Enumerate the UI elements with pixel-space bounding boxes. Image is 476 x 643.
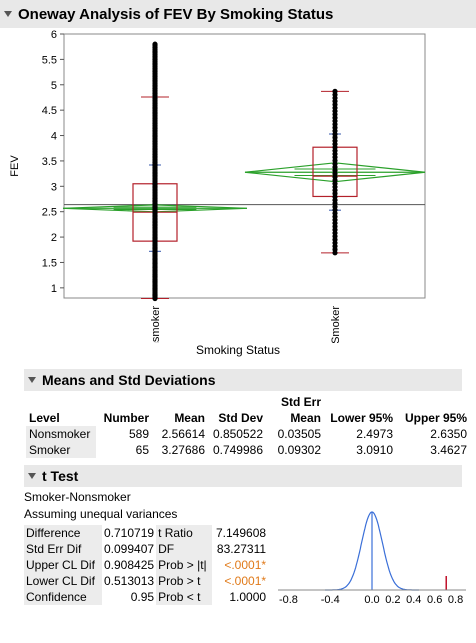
y-tick-label: 6: [51, 29, 57, 41]
y-tick-label: 1.5: [42, 257, 57, 269]
table-row: Upper CL Dif 0.908425 Prob > |t| <.0001*: [24, 557, 268, 573]
ttest-stat-value: <.0001*: [224, 574, 267, 588]
std-dev-cell: 0.850522: [212, 427, 263, 441]
y-tick-label: 2: [51, 232, 57, 244]
col-header-number: Number: [103, 411, 149, 425]
table-row: Confidence 0.95 Prob < t 1.0000: [24, 589, 268, 605]
number-cell: 589: [128, 427, 149, 441]
ttest-stat-value: 7.149608: [216, 526, 267, 540]
level-cell: Smoker: [26, 442, 96, 458]
col-header-upper-95: Upper 95%: [404, 411, 467, 425]
std-dev-cell: 0.749986: [212, 443, 263, 457]
ttest-value: 0.710719: [104, 526, 155, 540]
data-point: [332, 88, 338, 94]
col-header-mean: Mean: [174, 411, 205, 425]
upper-95-cell: 3.4627: [430, 443, 467, 457]
ttest-label: Difference: [24, 525, 102, 541]
lower-95-cell: 3.0910: [356, 443, 393, 457]
axis-tick-label: 0.0: [364, 594, 379, 606]
table-row: Lower CL Dif 0.513013 Prob > t <.0001*: [24, 573, 268, 589]
ttest-label: Std Err Dif: [24, 541, 102, 557]
ttest-value: 0.95: [130, 590, 155, 604]
axis-tick-label: 0.4: [406, 594, 421, 606]
axis-tick-label: -0.4: [321, 594, 340, 606]
axis-tick-label: 0.2: [385, 594, 400, 606]
y-tick-label: 2.5: [42, 207, 57, 219]
table-row: Nonsmoker 589 2.56614 0.850522 0.03505 2…: [26, 426, 470, 442]
axis-tick-label: -0.8: [279, 594, 298, 606]
oneway-plot: 1 1.5 2 2.5 3 3.5 4 4.5 5 5.5 6 FEV Nonsmoker Smoker: [9, 29, 426, 343]
ttest-table: Difference 0.710719 t Ratio 7.149608 Std…: [24, 525, 268, 605]
x-tick-label: Smoker: [330, 306, 342, 343]
ttest-label: Upper CL Dif: [24, 557, 102, 573]
col-header-top: Std Err: [280, 395, 321, 409]
lower-95-cell: 2.4973: [356, 427, 393, 441]
table-row: Std Err Dif 0.099407 DF 83.27311: [24, 541, 268, 557]
col-header-std-dev: Std Dev: [218, 411, 263, 425]
level-cell: Nonsmoker: [26, 426, 96, 442]
y-tick-label: 1: [51, 283, 57, 295]
std-err-cell: 0.09302: [277, 443, 321, 457]
ttest-stat-label: Prob > |t|: [156, 557, 213, 573]
disclosure-triangle-icon[interactable]: [28, 376, 36, 384]
number-cell: 65: [135, 443, 149, 457]
y-tick-label: 4: [51, 131, 57, 143]
ttest-section-title: t Test: [42, 468, 79, 484]
means-section-header[interactable]: Means and Std Deviations: [24, 369, 462, 391]
data-point: [152, 41, 158, 47]
disclosure-triangle-icon[interactable]: [4, 10, 12, 18]
table-row: Difference 0.710719 t Ratio 7.149608: [24, 525, 268, 541]
report-title: Oneway Analysis of FEV By Smoking Status: [18, 5, 334, 23]
col-header-level: Level: [29, 411, 60, 425]
std-err-cell: 0.03505: [277, 427, 321, 441]
ttest-stat-value: 1.0000: [229, 590, 267, 604]
axis-tick-label: 0.6: [427, 594, 442, 606]
t-distribution-plot: -0.8 -0.4 0.0 0.2 0.4 0.6 0.8: [278, 511, 466, 606]
ttest-value: 0.908425: [104, 558, 155, 572]
ttest-stat-label: DF: [156, 541, 213, 557]
y-axis-label: FEV: [9, 155, 21, 177]
ttest-label: Confidence: [24, 589, 102, 605]
ttest-comparison: Smoker-Nonsmoker: [24, 490, 131, 504]
means-section-title: Means and Std Deviations: [42, 372, 216, 388]
col-header-std-err-mean: Mean: [290, 411, 321, 425]
ttest-section-header[interactable]: t Test: [24, 465, 462, 487]
ttest-value: 0.513013: [104, 574, 155, 588]
ttest-stat-value: 83.27311: [216, 542, 267, 556]
y-tick-label: 4.5: [42, 105, 57, 117]
ttest-value: 0.099407: [104, 542, 155, 556]
ttest-assumption: Assuming unequal variances: [24, 507, 178, 521]
axis-tick-label: 0.8: [448, 594, 463, 606]
ttest-stat-value: <.0001*: [224, 558, 267, 572]
upper-95-cell: 2.6350: [430, 427, 467, 441]
ttest-stat-label: Prob < t: [156, 589, 213, 605]
y-tick-label: 3.5: [42, 156, 57, 168]
ttest-stat-label: Prob > t: [156, 573, 213, 589]
mean-cell: 3.27686: [161, 443, 205, 457]
x-axis-label: Smoking Status: [195, 343, 281, 357]
y-tick-label: 5: [51, 80, 57, 92]
mean-cell: 2.56614: [161, 427, 205, 441]
y-tick-label: 3: [51, 181, 57, 193]
table-row: Smoker 65 3.27686 0.749986 0.09302 3.091…: [26, 442, 470, 458]
ttest-label: Lower CL Dif: [24, 573, 102, 589]
means-table: Std Err Level Number Mean Std Dev Mean L…: [26, 394, 470, 458]
report-title-bar[interactable]: Oneway Analysis of FEV By Smoking Status: [0, 0, 476, 28]
x-tick-label: Nonsmoker: [150, 306, 162, 343]
col-header-lower-95: Lower 95%: [330, 411, 393, 425]
ttest-stat-label: t Ratio: [156, 525, 213, 541]
y-tick-label: 5.5: [42, 54, 57, 66]
disclosure-triangle-icon[interactable]: [28, 472, 36, 480]
